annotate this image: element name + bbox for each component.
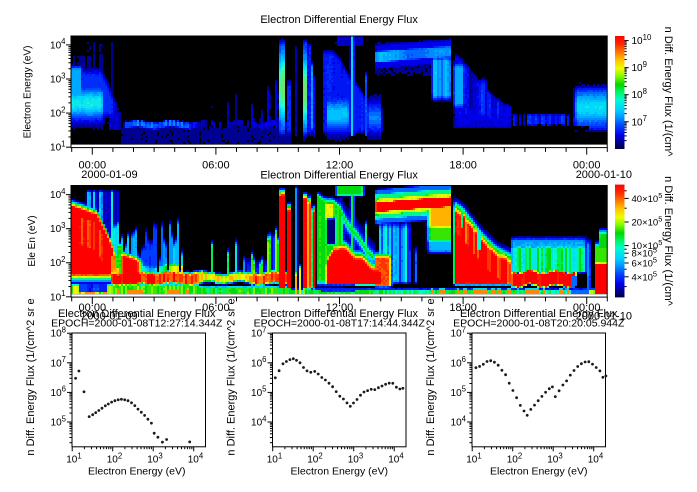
svg-text:Electron Energy (eV): Electron Energy (eV) xyxy=(490,466,587,478)
svg-text:Electron Differential Energy F: Electron Differential Energy Flux xyxy=(58,308,216,320)
svg-text:2000-01-09: 2000-01-09 xyxy=(81,169,137,181)
svg-text:Electron Differential Energy F: Electron Differential Energy Flux xyxy=(260,14,418,26)
svg-text:n Diff. Energy Flux (1/(cm^2 s: n Diff. Energy Flux (1/(cm^2 sr e xyxy=(226,298,238,455)
svg-text:Ele En (eV): Ele En (eV) xyxy=(27,215,38,266)
svg-text:06:00: 06:00 xyxy=(202,302,230,314)
svg-text:Electron Energy (eV): Electron Energy (eV) xyxy=(88,466,185,478)
svg-text:EPOCH=2000-01-08T12:27:14.344Z: EPOCH=2000-01-08T12:27:14.344Z xyxy=(51,318,223,330)
svg-text:6×105: 6×105 xyxy=(632,255,658,269)
svg-text:n Diff. Energy Flux (1/(cm^2 s: n Diff. Energy Flux (1/(cm^2 sr e xyxy=(25,298,37,455)
svg-text:Electron Energy (eV): Electron Energy (eV) xyxy=(23,46,34,139)
svg-text:EPOCH=2000-01-08T20:20:05.944Z: EPOCH=2000-01-08T20:20:05.944Z xyxy=(453,318,625,330)
svg-text:n Diff. Energy Flux (1/(cm^2 s: n Diff. Energy Flux (1/(cm^2 sr e xyxy=(425,298,437,455)
svg-text:12:00: 12:00 xyxy=(326,302,354,314)
svg-text:10×105: 10×105 xyxy=(632,238,663,252)
svg-text:00:00: 00:00 xyxy=(573,160,601,172)
svg-text:Electron Differential Energy F: Electron Differential Energy Flux xyxy=(460,308,618,320)
svg-text:00:00: 00:00 xyxy=(573,302,601,314)
svg-text:18:00: 18:00 xyxy=(449,160,477,172)
svg-text:2000-01-09: 2000-01-09 xyxy=(81,310,137,322)
svg-text:2000-01-10: 2000-01-10 xyxy=(576,169,632,181)
svg-text:40×105: 40×105 xyxy=(632,191,663,205)
svg-text:EPOCH=2000-01-08T17:14:44.344Z: EPOCH=2000-01-08T17:14:44.344Z xyxy=(254,318,426,330)
svg-text:18:00: 18:00 xyxy=(449,302,477,314)
svg-text:8×105: 8×105 xyxy=(632,246,658,260)
svg-text:Electron Differential Energy F: Electron Differential Energy Flux xyxy=(260,170,418,182)
svg-text:06:00: 06:00 xyxy=(202,160,230,172)
svg-text:Electron Differential Energy F: Electron Differential Energy Flux xyxy=(260,308,418,320)
svg-text:n Diff. Energy Flux (1/(cm^: n Diff. Energy Flux (1/(cm^ xyxy=(662,27,674,157)
svg-text:n Diff. Energy Flux (1/(cm^: n Diff. Energy Flux (1/(cm^ xyxy=(662,176,674,306)
svg-text:20×105: 20×105 xyxy=(632,214,663,228)
svg-text:00:00: 00:00 xyxy=(79,302,107,314)
svg-text:00:00: 00:00 xyxy=(79,160,107,172)
svg-text:2000-01-10: 2000-01-10 xyxy=(576,310,632,322)
svg-text:Electron Energy (eV): Electron Energy (eV) xyxy=(291,466,388,478)
svg-text:4×105: 4×105 xyxy=(632,269,658,283)
svg-text:12:00: 12:00 xyxy=(326,160,354,172)
